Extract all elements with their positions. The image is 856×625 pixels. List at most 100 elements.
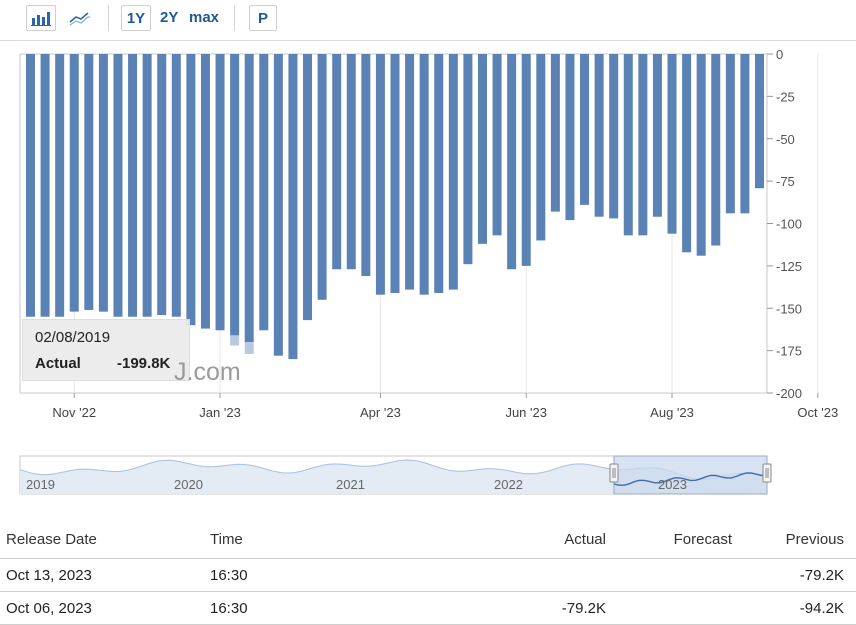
cell-actual: -79.2K bbox=[561, 600, 606, 617]
header-time[interactable]: Time bbox=[210, 531, 243, 548]
header-actual[interactable]: Actual bbox=[564, 531, 606, 548]
y-tick-label: -200 bbox=[776, 386, 802, 401]
line-chart-button[interactable] bbox=[66, 5, 96, 31]
table-header-row: Release Date Time Actual Forecast Previo… bbox=[0, 524, 856, 559]
bar[interactable] bbox=[565, 54, 575, 221]
bar[interactable] bbox=[623, 54, 633, 236]
bar[interactable] bbox=[711, 54, 721, 246]
bar[interactable] bbox=[725, 54, 735, 214]
x-tick-label: Jun '23 bbox=[505, 405, 547, 420]
range-2y-button[interactable]: 2Y bbox=[160, 9, 179, 26]
navigator-handle[interactable] bbox=[762, 463, 772, 483]
bar[interactable] bbox=[26, 54, 35, 317]
bar[interactable] bbox=[682, 54, 692, 253]
bar[interactable] bbox=[55, 54, 65, 317]
bar[interactable] bbox=[434, 54, 444, 293]
bar[interactable] bbox=[186, 54, 196, 326]
cell-previous: -94.2K bbox=[799, 600, 844, 617]
cell-previous: -79.2K bbox=[799, 567, 844, 584]
bar[interactable] bbox=[200, 54, 210, 329]
navigator-year-label: 2021 bbox=[336, 477, 365, 492]
bar[interactable] bbox=[594, 54, 604, 217]
x-tick-label: Nov '22 bbox=[52, 405, 96, 420]
y-tick-label: 0 bbox=[776, 47, 783, 62]
cell-time: 16:30 bbox=[210, 600, 248, 617]
range-max-button[interactable]: max bbox=[189, 9, 220, 26]
navigator-handle[interactable] bbox=[609, 463, 619, 483]
bar[interactable] bbox=[215, 54, 225, 331]
y-tick-label: -50 bbox=[776, 132, 795, 147]
bar[interactable] bbox=[419, 54, 429, 295]
tooltip-label: Actual bbox=[35, 355, 81, 372]
bar[interactable] bbox=[492, 54, 502, 236]
bar[interactable] bbox=[69, 54, 79, 312]
bar[interactable] bbox=[317, 54, 327, 300]
bar[interactable] bbox=[244, 54, 254, 343]
bar-chart[interactable]: 0 -25 -50 -75 -100 -125 -150 -175 -200 Nov '22 Jan… bbox=[0, 40, 856, 512]
y-tick-label: -125 bbox=[776, 259, 802, 274]
bar-chart-button[interactable] bbox=[26, 5, 56, 31]
header-previous[interactable]: Previous bbox=[785, 531, 844, 548]
x-tick-label: Apr '23 bbox=[360, 405, 401, 420]
y-tick-label: -25 bbox=[776, 89, 795, 104]
bar[interactable] bbox=[332, 54, 342, 270]
bar[interactable] bbox=[98, 54, 108, 312]
y-tick-label: -100 bbox=[776, 217, 802, 232]
bar[interactable] bbox=[696, 54, 706, 256]
bar[interactable] bbox=[230, 54, 240, 336]
bar[interactable] bbox=[507, 54, 517, 270]
bar[interactable] bbox=[113, 54, 123, 317]
bar[interactable] bbox=[288, 54, 298, 360]
bar[interactable] bbox=[40, 54, 50, 317]
x-tick-label: Aug '23 bbox=[650, 405, 694, 420]
bar[interactable] bbox=[536, 54, 546, 241]
navigator-area bbox=[20, 460, 767, 494]
bar[interactable] bbox=[521, 54, 531, 266]
ghost-bar bbox=[230, 335, 240, 346]
bar[interactable] bbox=[259, 54, 269, 331]
toolbar-separator bbox=[108, 5, 109, 31]
tooltip-value: -199.8K bbox=[117, 355, 171, 372]
bar[interactable] bbox=[463, 54, 473, 265]
bar[interactable] bbox=[142, 54, 152, 317]
bar[interactable] bbox=[609, 54, 619, 219]
bar[interactable] bbox=[390, 54, 400, 293]
navigator-selected-line bbox=[613, 472, 768, 486]
header-forecast[interactable]: Forecast bbox=[673, 531, 732, 548]
bar[interactable] bbox=[740, 54, 750, 214]
y-tick-label: -75 bbox=[776, 174, 795, 189]
bar[interactable] bbox=[171, 54, 181, 317]
x-tick-label: Oct '23 bbox=[797, 405, 838, 420]
bar[interactable] bbox=[84, 54, 94, 310]
bar[interactable] bbox=[303, 54, 313, 321]
bar[interactable] bbox=[157, 54, 167, 316]
bar[interactable] bbox=[128, 54, 138, 317]
y-tick-label: -175 bbox=[776, 344, 802, 359]
x-tick-label: Jan '23 bbox=[199, 405, 241, 420]
p-button[interactable]: P bbox=[249, 5, 277, 31]
navigator-year-label: 2020 bbox=[174, 477, 203, 492]
bar[interactable] bbox=[477, 54, 487, 244]
bar[interactable] bbox=[346, 54, 356, 270]
header-release-date[interactable]: Release Date bbox=[6, 531, 97, 548]
bar[interactable] bbox=[448, 54, 458, 290]
bar[interactable] bbox=[652, 54, 662, 217]
toolbar-separator bbox=[234, 5, 235, 31]
bar[interactable] bbox=[361, 54, 371, 277]
bar[interactable] bbox=[638, 54, 648, 236]
navigator-year-label: 2019 bbox=[26, 477, 55, 492]
navigator-selection[interactable] bbox=[613, 455, 768, 495]
bar[interactable] bbox=[667, 54, 677, 234]
bar[interactable] bbox=[580, 54, 590, 205]
bar[interactable] bbox=[550, 54, 560, 212]
bar[interactable] bbox=[755, 54, 764, 189]
bar[interactable] bbox=[405, 54, 415, 290]
bar-chart-icon bbox=[31, 12, 51, 26]
y-tick-label: -150 bbox=[776, 301, 802, 316]
chart-tooltip: 02/08/2019 Actual -199.8K bbox=[22, 319, 190, 381]
range-1y-button[interactable]: 1Y bbox=[121, 5, 151, 31]
bar[interactable] bbox=[375, 54, 385, 295]
bar[interactable] bbox=[273, 54, 283, 356]
table-row: Oct 06, 2023 16:30 -79.2K -94.2K bbox=[0, 592, 856, 625]
cell-time: 16:30 bbox=[210, 567, 248, 584]
